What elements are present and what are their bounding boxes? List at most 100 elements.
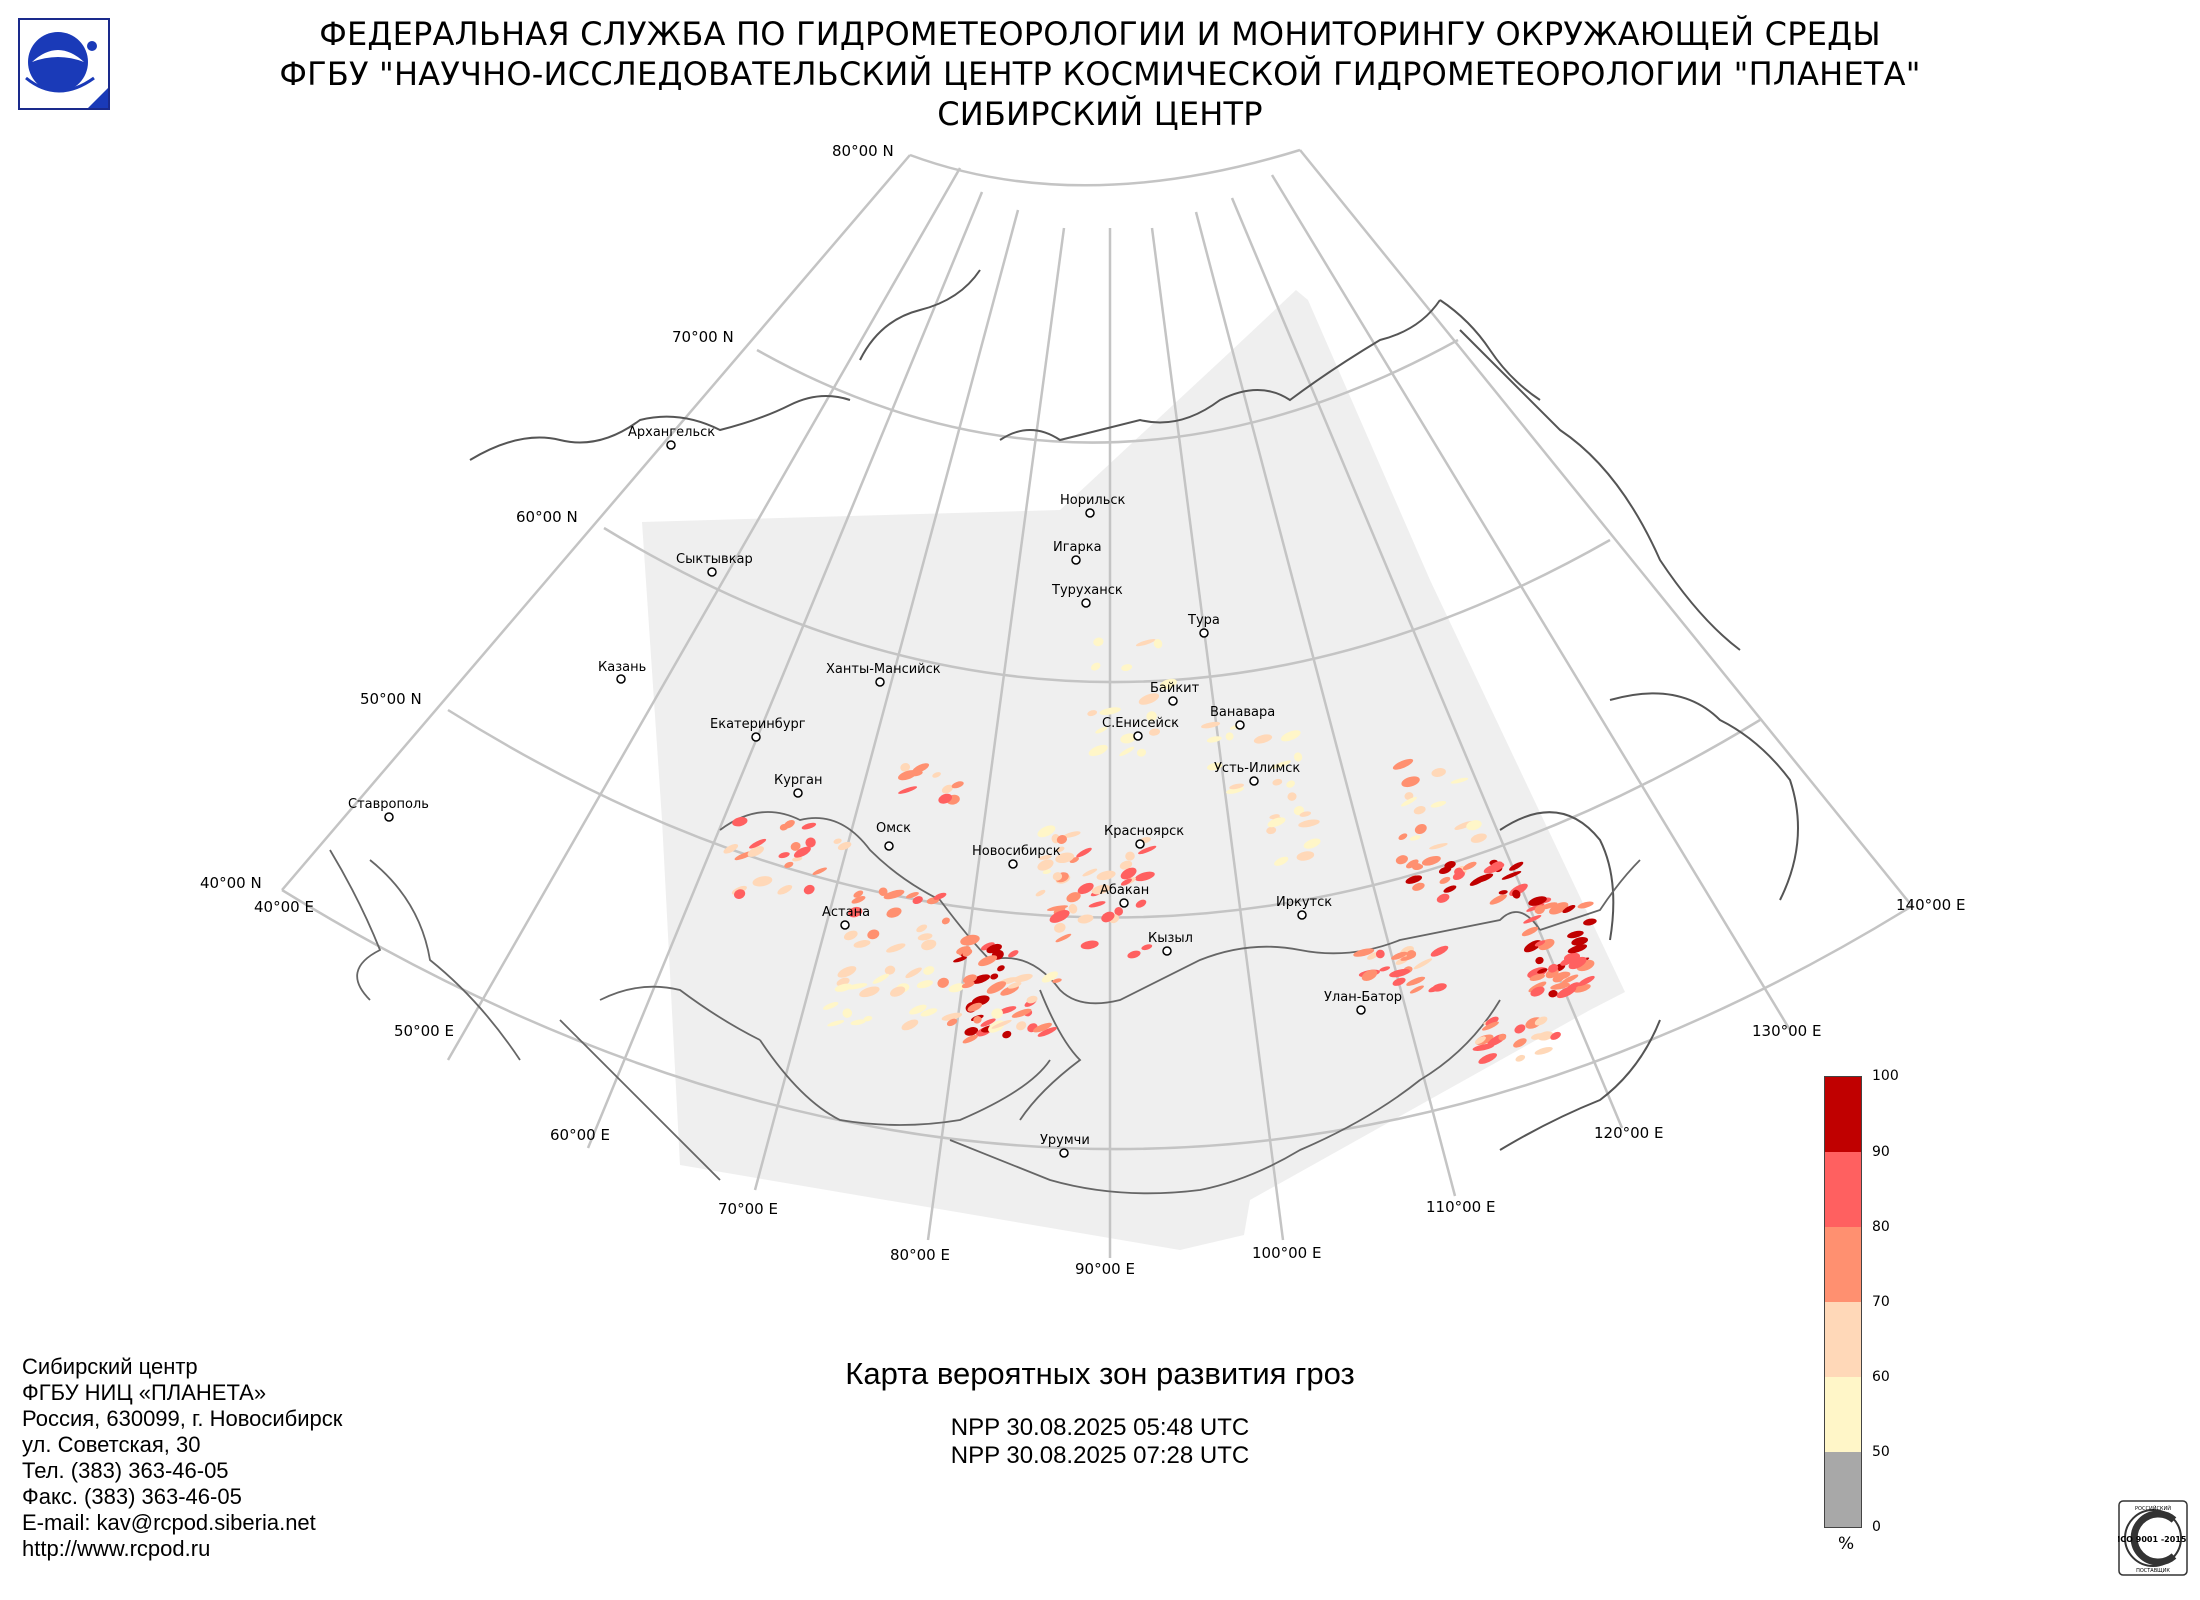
storm-zone-patch	[1011, 1008, 1032, 1018]
legend-tick-50: 50	[1872, 1444, 1890, 1460]
storm-zone-patch	[1375, 949, 1385, 959]
storm-zone-patch	[1229, 783, 1244, 790]
storm-zone-patch	[889, 986, 906, 997]
storm-zone-patch	[1303, 838, 1321, 849]
storm-zone-patch	[1428, 985, 1442, 993]
storm-zone-patch	[843, 930, 858, 941]
legend-tick-80: 80	[1872, 1219, 1890, 1235]
storm-zone-patch	[1056, 834, 1068, 845]
storm-zone-patch	[886, 907, 902, 918]
storm-zone-patch	[1120, 878, 1132, 886]
storm-zone-patch	[1266, 826, 1277, 835]
storm-zone-patch	[937, 977, 949, 988]
storm-zone-patch	[1037, 859, 1054, 871]
storm-zone-patch	[1002, 1030, 1012, 1039]
storm-zone-patch	[1406, 859, 1419, 869]
storm-zone-patch	[1483, 862, 1505, 874]
storm-zone-patch	[1141, 944, 1153, 951]
city-krasnoyarsk: Красноярск	[1104, 824, 1184, 839]
storm-zone-patch	[1560, 958, 1573, 966]
storm-zone-patch	[1436, 893, 1450, 903]
probability-legend: 100 90 80 70 60 50 0 %	[1824, 1068, 1899, 1554]
longitude-labels: 40°00 E 50°00 E 60°00 E 70°00 E 80°00 E …	[254, 896, 1965, 1278]
storm-zone-patch	[1530, 986, 1545, 997]
storm-zone-patch	[790, 841, 801, 851]
city-kyzyl: Кызыл	[1148, 931, 1193, 946]
lon-label-130: 130°00 E	[1752, 1022, 1821, 1040]
contacts-email[interactable]: E-mail: kav@rcpod.siberia.net	[22, 1510, 316, 1535]
storm-zone-patch	[1286, 780, 1295, 788]
city-ust-ilimsk: Усть-Илимск	[1214, 761, 1300, 776]
header-line-1: ФЕДЕРАЛЬНАЯ СЛУЖБА ПО ГИДРОМЕТЕОРОЛОГИИ …	[319, 15, 1881, 53]
storm-zone-patch	[778, 852, 790, 859]
storm-zone-patch	[1035, 889, 1046, 897]
storm-zone-patch	[1421, 855, 1441, 866]
storm-zone-patch	[1090, 662, 1101, 671]
contacts-website[interactable]: http://www.rcpod.ru	[22, 1536, 211, 1561]
iso-badge-top: РОССИЙСКИЙ	[2135, 1505, 2171, 1512]
map-title: Карта вероятных зон развития гроз	[845, 1356, 1355, 1391]
storm-zone-patch	[1537, 968, 1548, 974]
storm-zone-patch	[1068, 903, 1078, 914]
storm-zone-patch	[1135, 899, 1147, 908]
storm-zone-patch	[1280, 730, 1301, 742]
storm-zone-patch	[990, 973, 999, 980]
storm-zone-patch	[867, 929, 880, 940]
storm-zone-patch	[1534, 1016, 1548, 1026]
city-norilsk: Норильск	[1060, 493, 1126, 508]
storm-zone-patch	[1498, 1033, 1507, 1041]
legend-segment	[1825, 1452, 1861, 1527]
city-abakan: Абакан	[1100, 883, 1149, 898]
storm-zone-patch	[960, 934, 980, 946]
storm-zone-patch	[1096, 870, 1116, 881]
storm-zone-patch	[1523, 915, 1542, 924]
storm-zone-patch	[833, 838, 842, 844]
lon-label-50: 50°00 E	[394, 1022, 454, 1040]
storm-zone-patch	[1413, 806, 1426, 815]
storm-zone-patch	[1512, 889, 1521, 899]
storm-zone-patch	[1121, 664, 1133, 672]
storm-zone-patch	[1501, 871, 1522, 880]
lat-label-70: 70°00 N	[672, 328, 734, 346]
storm-zone-patch	[1353, 948, 1375, 957]
legend-segment	[1825, 1227, 1861, 1302]
storm-zone-patch	[1537, 1031, 1554, 1041]
city-yekaterinburg: Екатеринбург	[710, 717, 806, 732]
storm-zone-patch	[997, 965, 1005, 972]
legend-segment	[1825, 1377, 1861, 1452]
storm-zone-patch	[1549, 902, 1569, 915]
thunderstorm-map: 80°00 N 70°00 N 60°00 N 50°00 N 40°00 N …	[200, 142, 1965, 1278]
city-stavropol: Ставрополь	[348, 797, 429, 812]
storm-zone-patch	[898, 770, 917, 781]
storm-zone-patch	[1125, 851, 1135, 861]
storm-zone-patch	[1481, 1021, 1499, 1031]
storm-zone-patch	[1088, 744, 1108, 757]
storm-zone-patch	[872, 973, 890, 984]
storm-zone-patch	[901, 1019, 919, 1031]
storm-zone-patch	[980, 1018, 996, 1027]
storm-zone-patch	[980, 942, 995, 951]
latitude-labels: 80°00 N 70°00 N 60°00 N 50°00 N 40°00 N	[200, 142, 894, 892]
contacts-phone: Тел. (383) 363-46-05	[22, 1458, 229, 1483]
storm-zone-patch	[1159, 678, 1177, 690]
storm-zone-patch	[837, 841, 852, 851]
storm-zone-patch	[1404, 792, 1414, 800]
storm-zone-patch	[1206, 736, 1222, 743]
contacts-line: ФГБУ НИЦ «ПЛАНЕТА»	[22, 1380, 267, 1405]
storm-zone-patch	[1119, 746, 1135, 757]
city-astana: Астана	[822, 905, 870, 920]
storm-zone-patch	[1253, 734, 1273, 744]
legend-unit: %	[1838, 1534, 1855, 1554]
storm-zone-patch	[1485, 1016, 1499, 1026]
storm-zone-patch	[917, 933, 933, 941]
storm-zone-patch	[793, 846, 811, 858]
storm-zone-patch	[898, 786, 918, 794]
lat-label-80: 80°00 N	[832, 142, 894, 160]
storm-zone-patch	[1515, 1054, 1526, 1062]
storm-zone-patch	[1077, 882, 1094, 895]
storm-zone-patch	[812, 867, 827, 875]
storm-zone-patch	[1478, 1053, 1497, 1064]
storm-zone-patch	[1577, 975, 1595, 987]
iso-badge-bottom: ПОСТАВЩИК	[2136, 1568, 2170, 1574]
storm-zone-patch	[1135, 871, 1155, 882]
